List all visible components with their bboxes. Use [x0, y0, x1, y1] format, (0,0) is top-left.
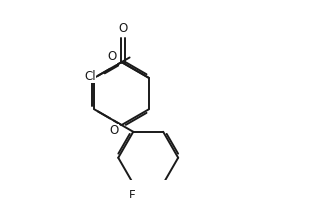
Text: Cl: Cl	[84, 69, 95, 83]
Text: O: O	[109, 124, 118, 137]
Text: O: O	[108, 50, 117, 63]
Text: F: F	[128, 189, 135, 198]
Text: O: O	[118, 22, 127, 35]
